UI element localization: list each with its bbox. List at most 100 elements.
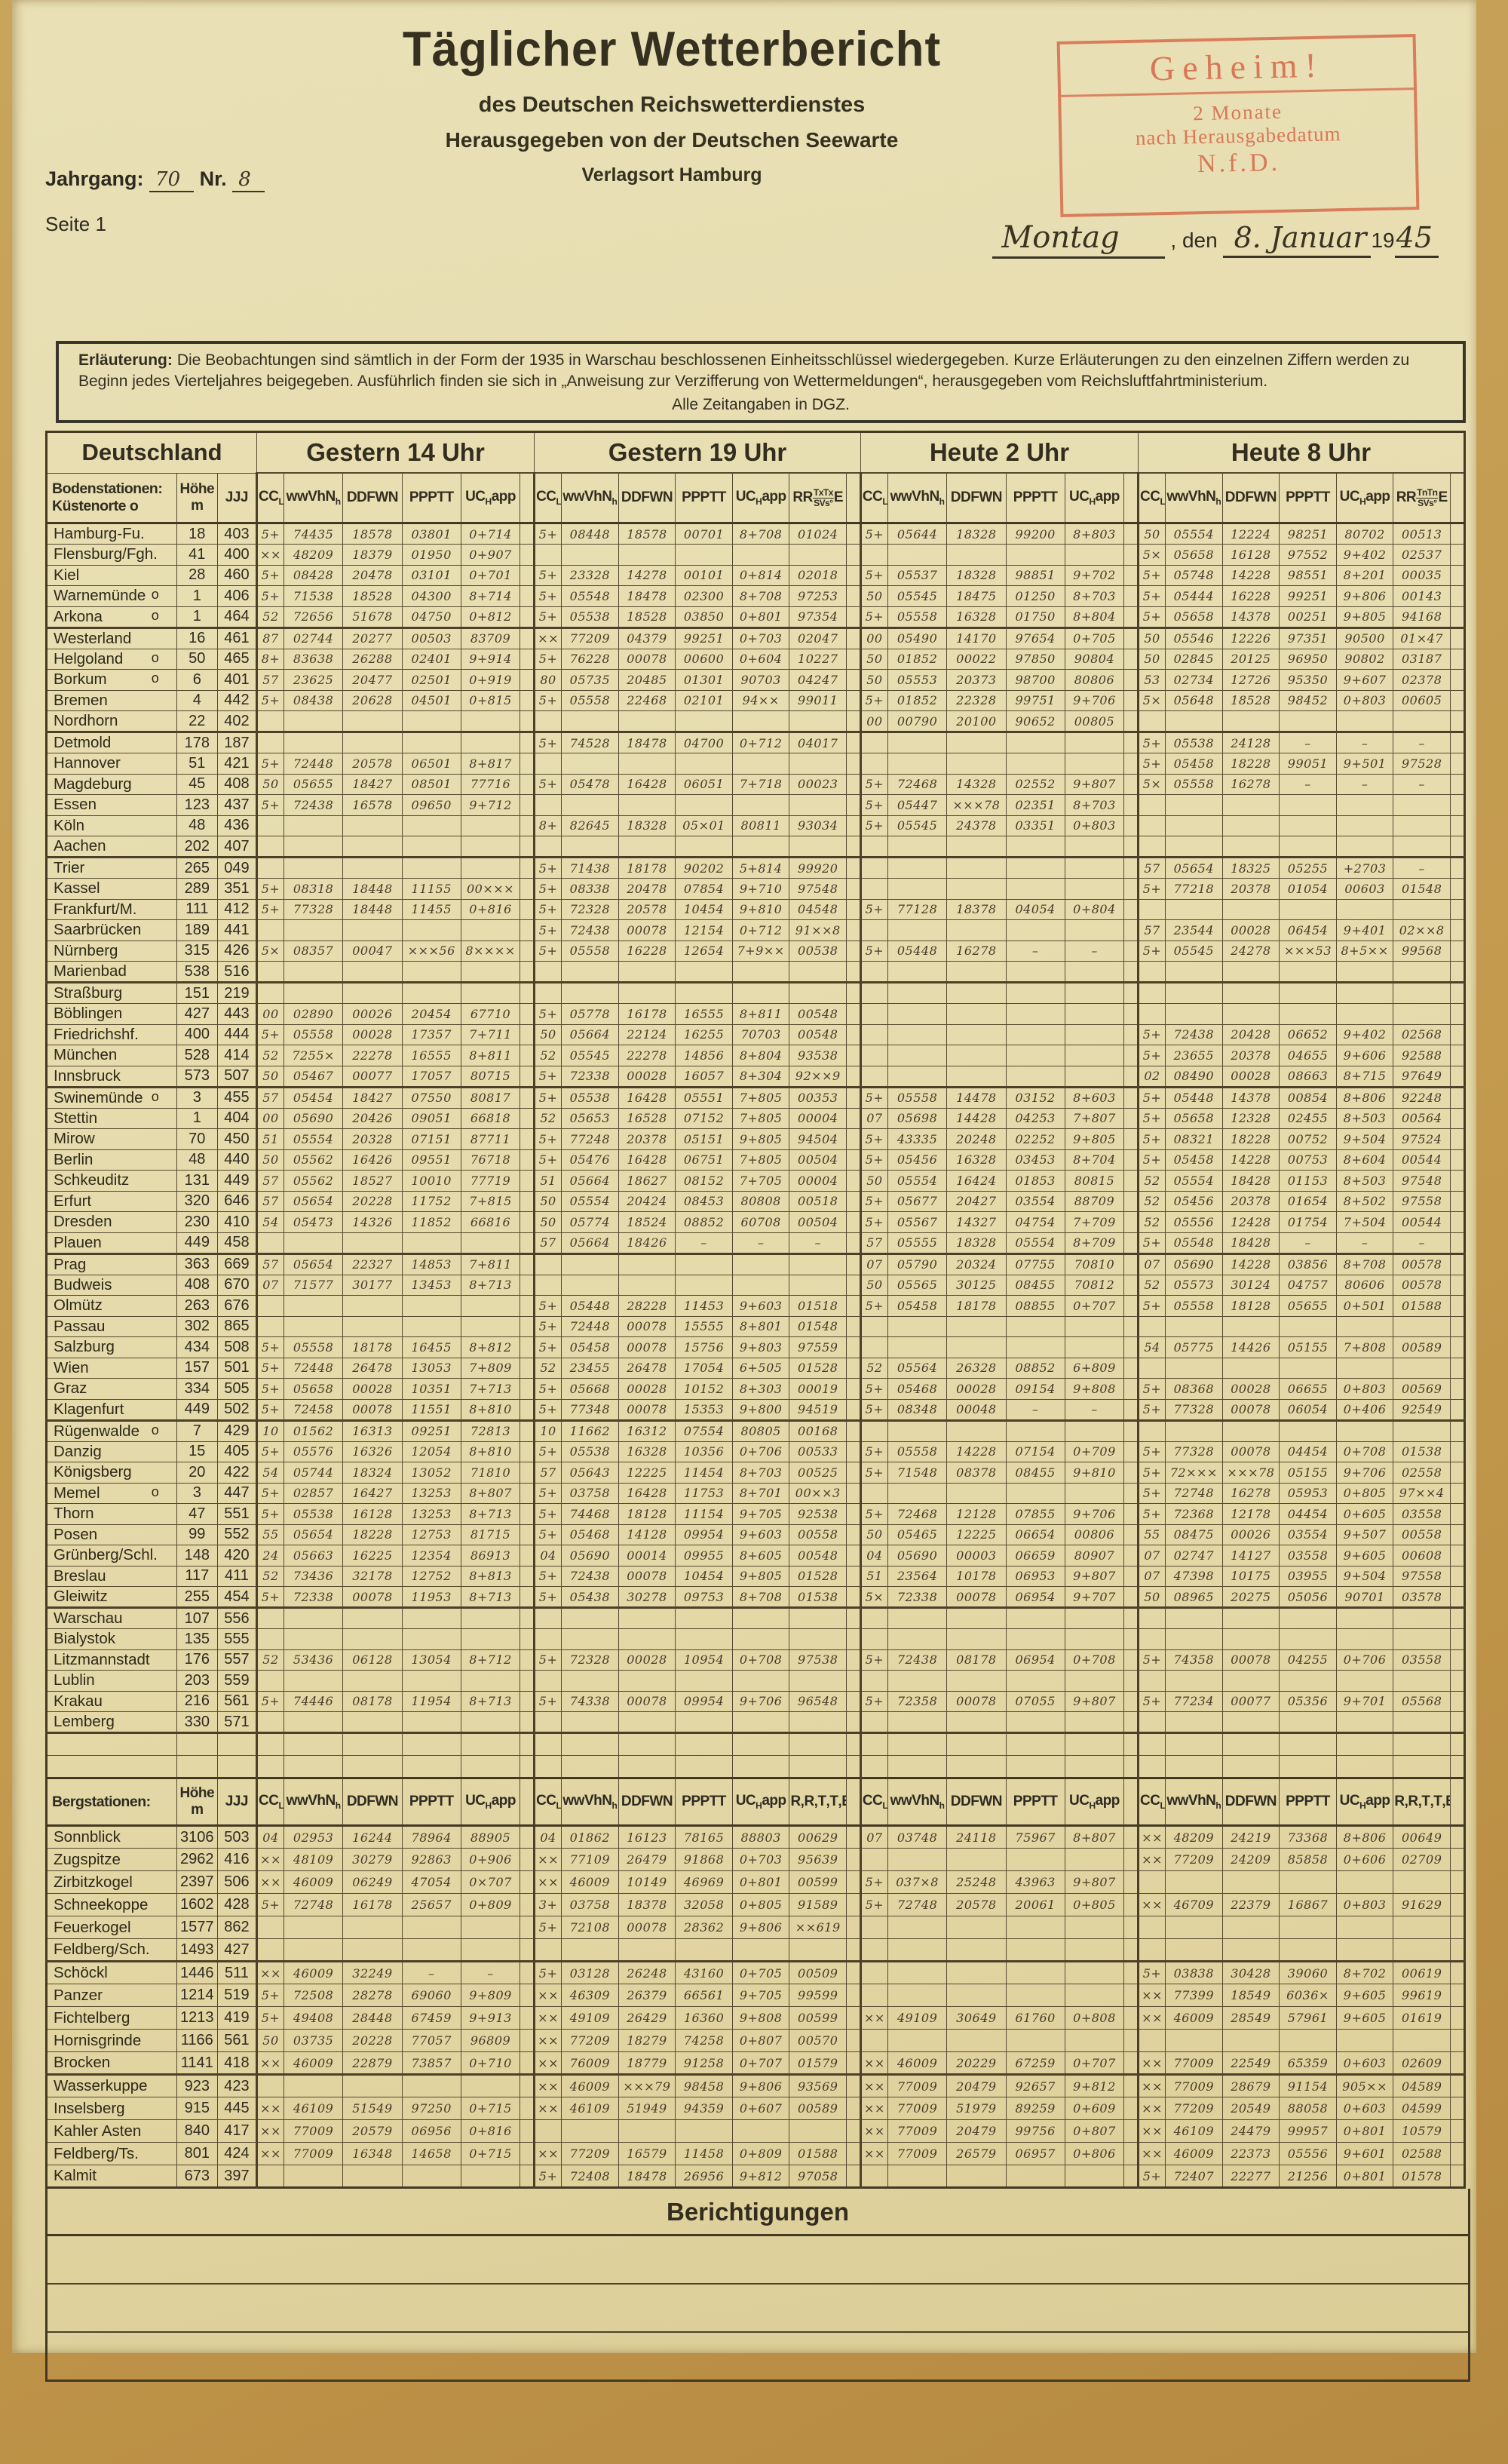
erlaeuterung-box: Erläuterung: Die Beobachtungen sind sämtl… bbox=[56, 341, 1466, 424]
observation-cell bbox=[789, 794, 847, 816]
column-header: DDFWN bbox=[946, 472, 1007, 525]
observation-cell bbox=[342, 982, 403, 1005]
spacer-cell bbox=[1123, 1690, 1139, 1713]
observation-cell: 70703 bbox=[731, 1023, 790, 1046]
observation-cell: 52 bbox=[1137, 1190, 1166, 1213]
station-name: Erfurt bbox=[46, 1190, 177, 1213]
spacer-cell bbox=[846, 1607, 861, 1630]
observation-cell bbox=[1279, 1357, 1337, 1379]
station-name: Budweis bbox=[46, 1274, 177, 1296]
station-name: Hannover bbox=[46, 753, 177, 775]
spacer-cell bbox=[1123, 1462, 1139, 1484]
observation-cell: 00028 bbox=[342, 1023, 403, 1046]
observation-cell: 06454 bbox=[1279, 919, 1337, 941]
observation-cell: 03838 bbox=[1165, 1961, 1223, 1985]
observation-cell: 72748 bbox=[1165, 1482, 1223, 1505]
station-jjj: 403 bbox=[216, 523, 258, 545]
spacer-cell bbox=[520, 1315, 535, 1338]
observation-cell: 01518 bbox=[789, 1295, 847, 1317]
observation-cell: 05545 bbox=[887, 585, 948, 607]
spacer-cell bbox=[1123, 1190, 1139, 1213]
observation-cell: 46109 bbox=[1165, 2119, 1223, 2143]
observation-cell: 09955 bbox=[675, 1545, 733, 1566]
column-header: CCLM bbox=[533, 1777, 562, 1827]
column-header: R‚R‚T‚T‚E bbox=[789, 1777, 847, 1827]
observation-cell bbox=[675, 1938, 733, 1963]
observation-cell bbox=[533, 2119, 562, 2143]
spacer-cell bbox=[846, 1315, 861, 1338]
spacer-cell bbox=[1449, 1848, 1466, 1872]
observation-cell: 8×××× bbox=[460, 940, 521, 962]
station-row: Arkona o 1 464 52 72656 51678 04750 0+812 5+ 05538… bbox=[46, 606, 1466, 629]
empty-cell bbox=[1393, 1732, 1451, 1757]
observation-cell: 5+ bbox=[533, 1086, 562, 1109]
observation-cell: 00599 bbox=[789, 2006, 847, 2030]
observation-cell bbox=[1005, 1984, 1065, 2008]
observation-cell: 98251 bbox=[1279, 523, 1337, 545]
observation-cell: 04 bbox=[533, 1545, 562, 1566]
observation-cell bbox=[1064, 1315, 1125, 1338]
station-jjj: 397 bbox=[216, 2165, 258, 2189]
observation-cell: 94×× bbox=[731, 689, 790, 712]
observation-cell: 05655 bbox=[283, 773, 344, 796]
observation-cell: 0+607 bbox=[731, 2097, 790, 2121]
observation-cell: 00047 bbox=[342, 940, 403, 962]
column-header: R‚R‚T‚T‚E bbox=[1393, 1777, 1451, 1827]
observation-cell: 18325 bbox=[1221, 857, 1280, 879]
observation-cell: 0+710 bbox=[460, 2051, 521, 2076]
observation-cell: 86913 bbox=[460, 1545, 521, 1566]
observation-cell bbox=[1005, 878, 1065, 900]
station-hoehe: 2962 bbox=[176, 1848, 218, 1872]
station-hoehe: 28 bbox=[176, 564, 218, 587]
observation-cell: 00548 bbox=[789, 1023, 847, 1046]
observation-cell: 00078 bbox=[618, 1398, 676, 1422]
spacer-cell bbox=[520, 1253, 535, 1275]
empty-cell bbox=[846, 1732, 861, 1757]
observation-cell: 20378 bbox=[618, 1128, 676, 1150]
observation-cell: 54 bbox=[1137, 1336, 1166, 1358]
empty-cell bbox=[460, 1755, 521, 1779]
spacer-cell bbox=[1449, 1190, 1466, 1213]
spacer-cell bbox=[846, 1149, 861, 1171]
observation-cell: 05668 bbox=[561, 1378, 619, 1400]
spacer-cell bbox=[1123, 2029, 1139, 2053]
observation-cell: 5+ bbox=[859, 1149, 888, 1171]
observation-cell: 18528 bbox=[342, 585, 403, 607]
station-name: Danzig bbox=[46, 1441, 177, 1463]
observation-cell bbox=[1279, 961, 1337, 984]
observation-cell: 20578 bbox=[946, 1893, 1007, 1917]
observation-cell bbox=[887, 1607, 948, 1630]
observation-cell: 05658 bbox=[1165, 606, 1223, 629]
observation-cell bbox=[1064, 544, 1125, 566]
observation-cell bbox=[1221, 2029, 1280, 2053]
observation-cell: 01853 bbox=[1005, 1170, 1065, 1192]
station-hoehe: 1 bbox=[176, 1107, 218, 1130]
spacer-cell bbox=[520, 836, 535, 859]
observation-cell: 50 bbox=[1137, 627, 1166, 649]
observation-cell: 52 bbox=[255, 1565, 284, 1588]
observation-cell bbox=[255, 836, 284, 859]
station-row: Bremen 4 442 5+ 08438 20628 04501 0+815 5+ 05558 2… bbox=[46, 689, 1466, 712]
observation-cell bbox=[887, 1315, 948, 1338]
observation-cell bbox=[1137, 1711, 1166, 1735]
observation-cell: 9+504 bbox=[1335, 1565, 1394, 1588]
observation-cell: 9+702 bbox=[1064, 564, 1125, 587]
observation-cell bbox=[731, 753, 790, 775]
observation-cell bbox=[283, 836, 344, 859]
observation-cell: 5+ bbox=[533, 2165, 562, 2189]
observation-cell bbox=[561, 836, 619, 859]
observation-cell bbox=[401, 1916, 461, 1940]
station-hoehe: 263 bbox=[176, 1295, 218, 1317]
station-hoehe: 1213 bbox=[176, 2006, 218, 2030]
observation-cell bbox=[1005, 2165, 1065, 2189]
observation-cell: 9+401 bbox=[1335, 919, 1394, 941]
observation-cell: 53 bbox=[1137, 669, 1166, 691]
observation-cell: 00619 bbox=[1393, 1961, 1451, 1985]
observation-cell: 55 bbox=[255, 1524, 284, 1546]
column-header: DDFWN bbox=[618, 472, 676, 525]
observation-cell bbox=[1165, 898, 1223, 921]
spacer-cell bbox=[846, 669, 861, 691]
observation-cell: 5+ bbox=[1137, 753, 1166, 775]
station-hoehe: 1214 bbox=[176, 1984, 218, 2008]
observation-cell bbox=[1393, 1419, 1451, 1442]
